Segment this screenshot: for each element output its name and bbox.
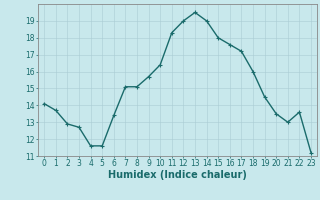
X-axis label: Humidex (Indice chaleur): Humidex (Indice chaleur) bbox=[108, 170, 247, 180]
